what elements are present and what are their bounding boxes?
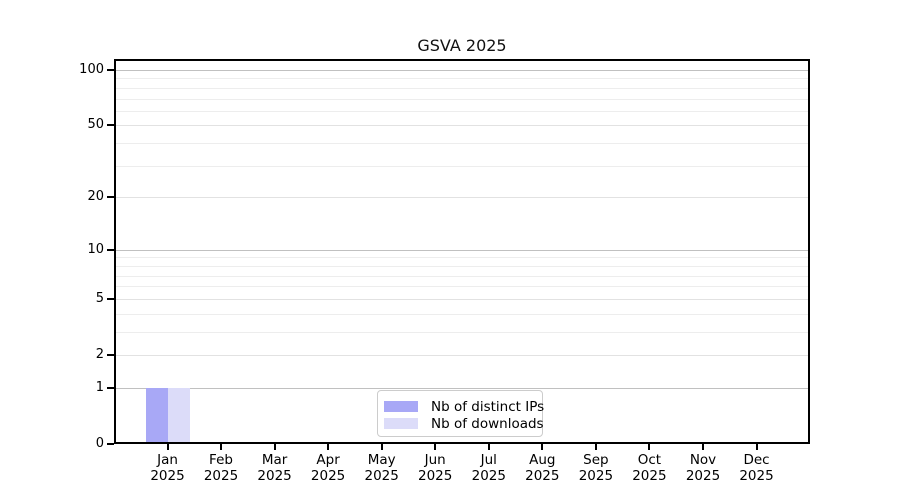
x-tick-month: Jun: [424, 452, 446, 468]
x-tick-year: 2025: [257, 468, 292, 484]
x-tick-year: 2025: [471, 468, 506, 484]
gridline-y-7: [114, 275, 810, 277]
plot-area: [114, 59, 810, 444]
x-tick-year: 2025: [364, 468, 399, 484]
x-tick-month: Dec: [743, 452, 770, 468]
gridline-y-90: [114, 78, 810, 80]
x-tick-jan: [166, 444, 169, 450]
gridline-y-10: [114, 249, 810, 251]
y-tick-label-1: 1: [95, 379, 104, 395]
x-tick-label-oct: Oct 2025: [617, 452, 681, 484]
y-tick-label-20: 20: [87, 189, 104, 205]
y-tick-label-100: 100: [79, 62, 104, 77]
x-tick-aug: [541, 444, 544, 450]
legend-item-distinct-ips: Nb of distinct IPs: [384, 398, 544, 415]
x-tick-year: 2025: [418, 468, 453, 484]
x-tick-label-aug: Aug 2025: [510, 452, 574, 484]
gridline-y-50: [114, 125, 810, 127]
x-tick-month: Jan: [157, 452, 178, 468]
x-tick-month: Aug: [529, 452, 556, 468]
x-tick-jul: [487, 444, 490, 450]
x-tick-month: Nov: [689, 452, 717, 468]
gridline-y-20: [114, 197, 810, 199]
x-tick-year: 2025: [632, 468, 667, 484]
x-tick-year: 2025: [310, 468, 346, 484]
y-tick-2: [107, 354, 114, 356]
x-tick-label-mar: Mar 2025: [243, 452, 307, 484]
x-tick-month: Apr: [316, 452, 340, 468]
x-tick-nov: [702, 444, 704, 450]
x-tick-label-jul: Jul 2025: [457, 452, 521, 484]
legend-swatch-downloads: [384, 418, 418, 429]
y-tick-label-50: 50: [87, 117, 104, 133]
x-tick-mar: [273, 444, 276, 450]
y-tick-0: [107, 443, 114, 445]
x-tick-label-dec: Dec 2025: [725, 452, 789, 484]
x-tick-jun: [434, 444, 437, 450]
x-tick-year: 2025: [739, 468, 774, 484]
legend-swatch-distinct-ips: [384, 401, 418, 412]
gridline-y-9: [114, 257, 810, 259]
x-tick-month: Jul: [480, 452, 497, 468]
gridline-y-5: [114, 298, 810, 300]
x-tick-month: May: [367, 452, 396, 468]
x-tick-year: 2025: [578, 468, 614, 484]
legend-item-downloads: Nb of downloads: [384, 415, 544, 432]
y-tick-label-10: 10: [87, 241, 104, 257]
gridline-y-40: [114, 143, 810, 145]
y-tick-50: [107, 124, 114, 127]
x-tick-label-jun: Jun 2025: [403, 452, 467, 484]
y-tick-label-0: 0: [95, 436, 104, 451]
gridline-y-4: [114, 313, 810, 315]
x-tick-apr: [327, 444, 330, 450]
gridline-y-1: [114, 387, 810, 389]
x-tick-month: Feb: [209, 452, 233, 468]
x-tick-month: Mar: [261, 452, 288, 468]
y-tick-10: [107, 248, 114, 251]
gridline-y-6: [114, 286, 810, 288]
x-tick-month: Oct: [637, 452, 662, 468]
gridline-y-2: [114, 355, 810, 356]
legend: Nb of distinct IPs Nb of downloads: [377, 390, 544, 437]
gridline-y-3: [114, 331, 810, 333]
chart-title: GSVA 2025: [417, 36, 507, 55]
bar-nb-of-distinct-ips-jan: [145, 387, 168, 444]
gridline-y-100: [114, 70, 810, 71]
bar-nb-of-downloads-jan: [167, 387, 190, 444]
y-tick-20: [107, 196, 114, 199]
x-tick-year: 2025: [525, 468, 560, 484]
x-tick-month: Sep: [583, 452, 609, 468]
x-tick-oct: [648, 444, 651, 450]
x-tick-label-jan: Jan 2025: [136, 452, 200, 484]
y-tick-label-5: 5: [95, 290, 104, 306]
gridline-y-8: [114, 265, 810, 267]
x-tick-dec: [755, 444, 758, 450]
legend-label-downloads: Nb of downloads: [431, 415, 544, 432]
y-tick-label-2: 2: [95, 347, 104, 362]
x-tick-may: [380, 444, 383, 450]
y-tick-1: [107, 386, 114, 389]
x-tick-label-apr: Apr 2025: [296, 452, 360, 484]
legend-label-distinct-ips: Nb of distinct IPs: [431, 398, 545, 415]
y-tick-5: [107, 297, 114, 300]
x-tick-label-nov: Nov 2025: [671, 452, 735, 484]
x-tick-label-feb: Feb 2025: [189, 452, 253, 484]
x-tick-year: 2025: [150, 468, 185, 484]
gridline-y-80: [114, 87, 810, 89]
x-tick-label-sep: Sep 2025: [564, 452, 628, 484]
gridline-y-60: [114, 110, 810, 112]
gridline-y-30: [114, 165, 810, 167]
x-tick-feb: [220, 444, 222, 450]
x-tick-sep: [594, 444, 597, 450]
gridline-y-70: [114, 98, 810, 100]
x-tick-year: 2025: [203, 468, 239, 484]
x-tick-label-may: May 2025: [350, 452, 414, 484]
y-tick-100: [107, 69, 114, 71]
x-tick-year: 2025: [685, 468, 721, 484]
